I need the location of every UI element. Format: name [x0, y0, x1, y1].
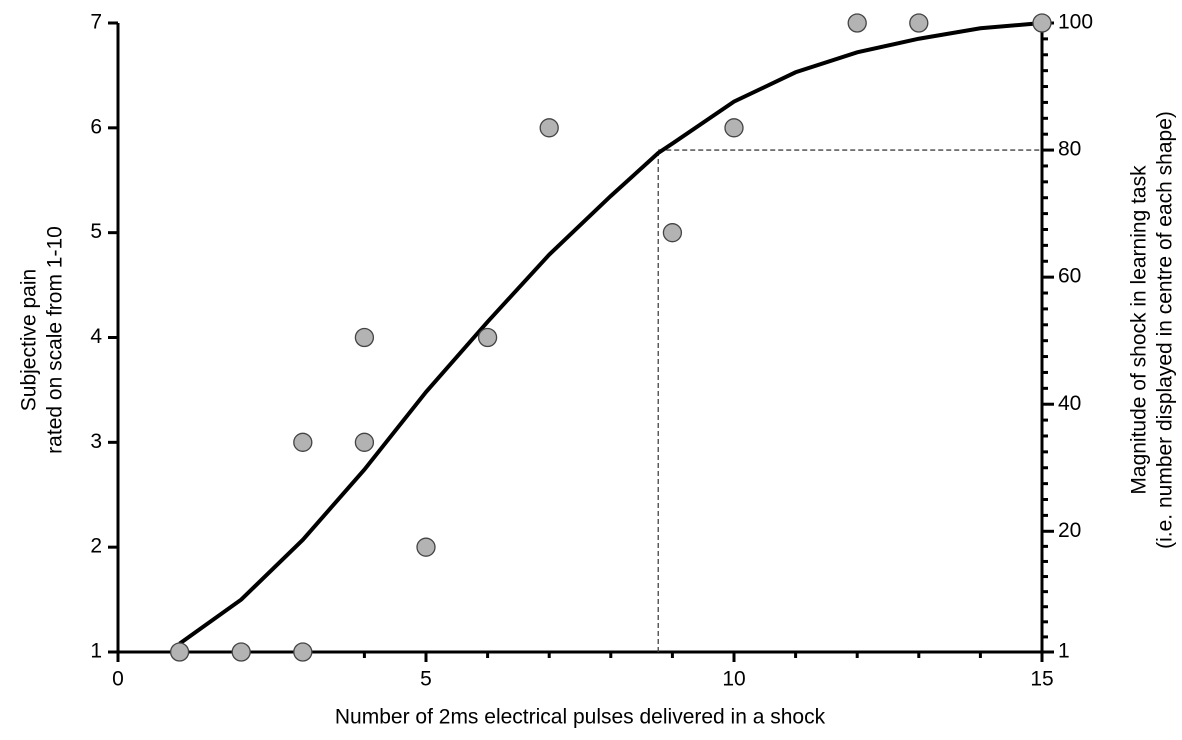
x-tick-label: 5 — [420, 668, 432, 691]
y-tick-label: 4 — [90, 325, 102, 348]
y2-tick-label: 80 — [1058, 138, 1081, 161]
fit-curve — [178, 21, 1043, 646]
y-tick-label: 5 — [90, 220, 102, 243]
point — [1032, 13, 1052, 33]
y2-tick-label: 100 — [1058, 11, 1093, 34]
point — [231, 642, 251, 662]
x-tick-label: 0 — [112, 668, 124, 691]
point — [724, 118, 744, 138]
y-tick-label: 2 — [90, 535, 102, 558]
point — [293, 432, 313, 452]
y2-tick-label: 40 — [1058, 392, 1081, 415]
y2-tick-label: 20 — [1058, 519, 1081, 542]
y2-axis-label: Magnitude of shock in learning task — [1128, 165, 1151, 495]
point — [662, 223, 683, 243]
y2-tick-label: 1 — [1058, 640, 1070, 663]
point — [539, 118, 559, 138]
x-axis-label: Number of 2ms electrical pulses delivere… — [335, 706, 826, 729]
point — [909, 13, 929, 33]
y-axis-label: rated on scale from 1-10 — [44, 226, 67, 454]
point — [477, 327, 498, 348]
y-tick-label: 6 — [90, 115, 102, 138]
point — [293, 642, 313, 662]
y-axis-label: Subjective pain — [18, 269, 41, 411]
point — [416, 537, 436, 557]
x-tick-label: 15 — [1030, 668, 1053, 691]
point — [354, 432, 375, 452]
x-tick-label: 10 — [722, 668, 745, 691]
y-tick-label: 7 — [90, 11, 102, 34]
y-tick-label: 3 — [90, 430, 102, 453]
point — [169, 642, 190, 662]
y2-axis-label: (i.e. number displayed in centre of each… — [1154, 111, 1177, 549]
point — [354, 327, 375, 348]
point — [847, 13, 867, 33]
y2-tick-label: 60 — [1058, 265, 1081, 288]
y-tick-label: 1 — [90, 640, 102, 663]
